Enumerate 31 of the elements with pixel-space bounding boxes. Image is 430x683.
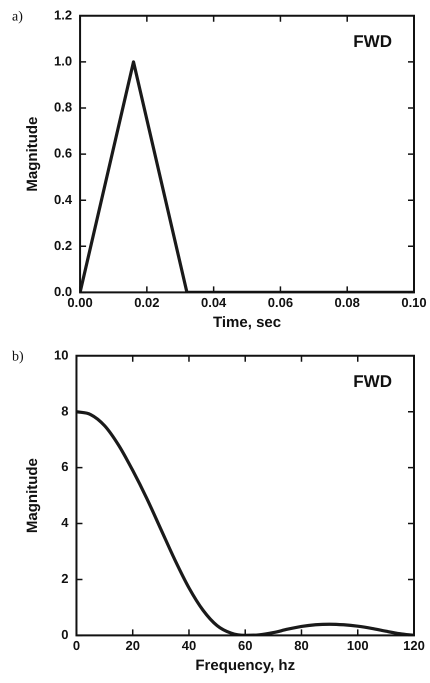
- x-tick-label: 40: [182, 638, 196, 653]
- x-tick-label: 0.06: [268, 294, 294, 310]
- x-tick-label: 0.02: [134, 294, 160, 310]
- x-tick-label: 80: [294, 638, 309, 653]
- y-tick-label: 0.8: [54, 100, 72, 115]
- y-tick-label: 1.0: [54, 53, 72, 68]
- text: a): [12, 9, 24, 24]
- annotation: FWD: [353, 32, 392, 51]
- x-tick-label: 120: [403, 638, 425, 653]
- x-tick-label: 0.10: [401, 294, 427, 310]
- x-tick-label: 60: [238, 638, 252, 653]
- x-tick-label: 20: [125, 638, 140, 653]
- y-tick-label: 1.2: [54, 7, 72, 22]
- x-axis-title: Time, sec: [212, 314, 282, 332]
- x-tick-label: 0.04: [200, 294, 228, 310]
- x-tick-label: 0.08: [334, 294, 360, 310]
- y-axis-title: Magnitude: [24, 458, 42, 534]
- y-tick-label: 10: [54, 347, 68, 362]
- annotation: FWD: [353, 372, 392, 391]
- y-tick-label: 0.2: [54, 238, 72, 253]
- y-tick-label: 4: [61, 515, 70, 530]
- y-tick-label: 0.6: [54, 146, 72, 161]
- y-tick-label: 2: [61, 571, 68, 586]
- text: b): [12, 349, 24, 364]
- y-tick-label: 8: [61, 403, 68, 418]
- y-tick-label: 6: [61, 459, 68, 474]
- y-tick-label: 0: [61, 626, 68, 642]
- x-axis-title: Frequency, hz: [195, 657, 296, 674]
- y-tick-label: 0.4: [54, 192, 73, 207]
- y-axis-title: Magnitude: [24, 116, 42, 192]
- x-tick-label: 100: [346, 638, 369, 653]
